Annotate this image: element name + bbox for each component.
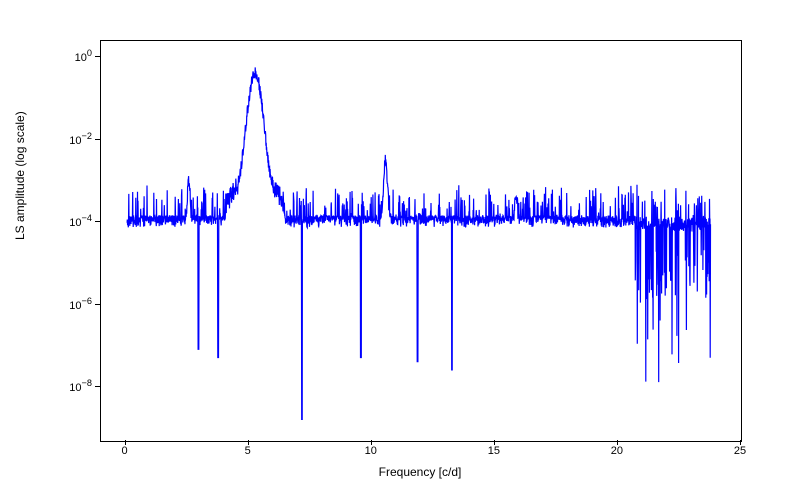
plot-area xyxy=(100,40,740,440)
y-tick-mark xyxy=(95,221,100,222)
x-tick-label: 15 xyxy=(488,445,500,457)
y-tick-mark xyxy=(95,139,100,140)
x-tick-label: 25 xyxy=(734,445,746,457)
x-tick-label: 5 xyxy=(245,445,251,457)
spectrum-line xyxy=(100,40,740,440)
x-tick-label: 20 xyxy=(611,445,623,457)
y-tick-label: 10−4 xyxy=(69,214,92,230)
y-tick-label: 10−6 xyxy=(69,296,92,312)
x-tick-label: 0 xyxy=(122,445,128,457)
y-tick-mark xyxy=(95,304,100,305)
y-tick-label: 10−2 xyxy=(69,131,92,147)
y-axis-label: LS amplitude (log scale) xyxy=(13,111,27,240)
y-tick-mark xyxy=(95,56,100,57)
y-tick-label: 100 xyxy=(75,49,92,65)
x-tick-label: 10 xyxy=(365,445,377,457)
y-tick-mark xyxy=(95,386,100,387)
x-axis-label: Frequency [c/d] xyxy=(379,465,462,479)
y-tick-label: 10−8 xyxy=(69,379,92,395)
